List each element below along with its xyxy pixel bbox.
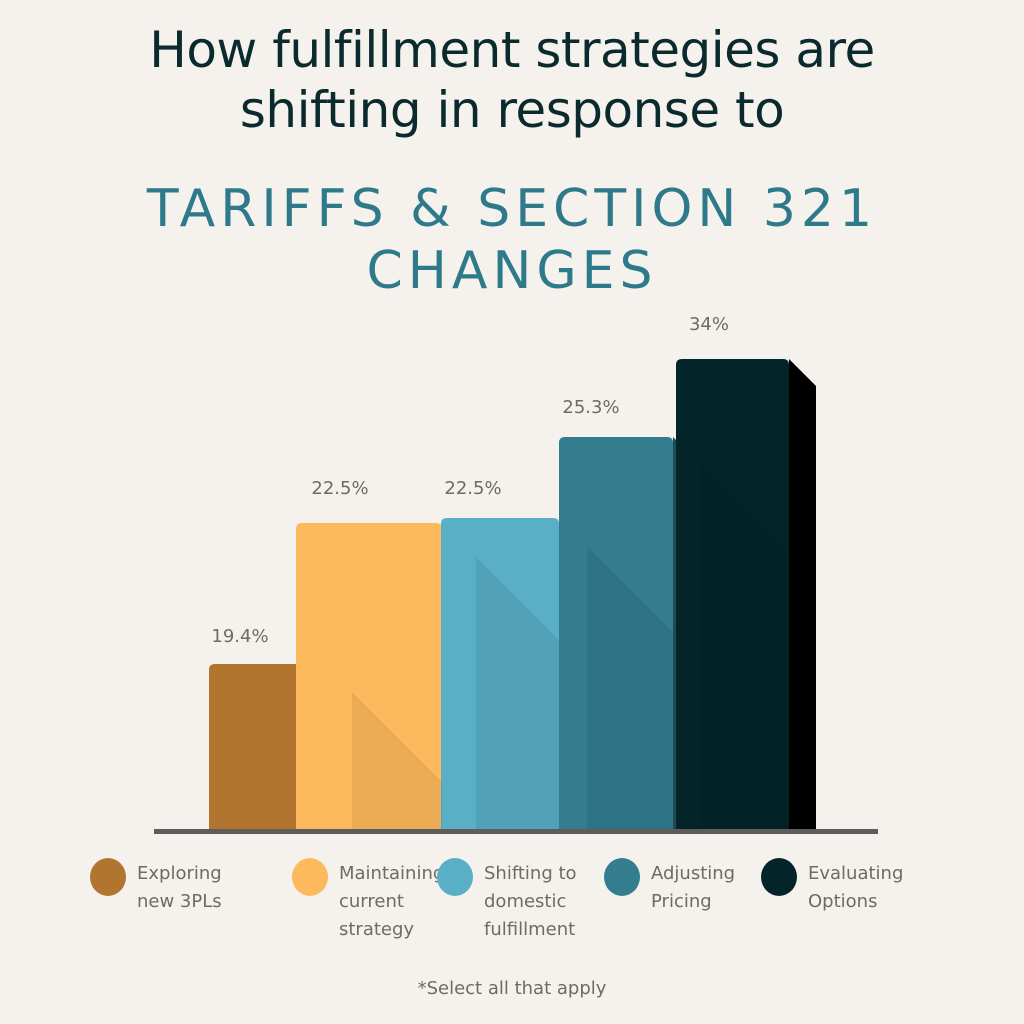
bar-side-face <box>789 359 816 829</box>
bar-shadow <box>587 546 673 829</box>
bar-layer <box>209 359 816 829</box>
legend-label: Exploring new 3PLs <box>137 863 222 912</box>
value-label: 34% <box>689 314 729 335</box>
legend-swatch-icon <box>604 858 640 896</box>
legend-item: Shifting to domestic fulfillment <box>437 858 604 944</box>
chart-title: How fulfillment strategies are shifting … <box>0 20 1024 140</box>
legend-item: Adjusting Pricing <box>604 858 761 944</box>
value-label: 25.3% <box>562 397 619 418</box>
legend-label: Maintaining current strategy <box>339 863 445 940</box>
value-label: 22.5% <box>311 478 368 499</box>
footnote: *Select all that apply <box>417 978 607 999</box>
bar-front-face <box>296 523 442 829</box>
shadow-layer <box>352 464 789 829</box>
bar-front-face <box>559 437 673 829</box>
title-line-2: shifting in response to <box>239 81 785 139</box>
legend-swatch-icon <box>437 858 473 896</box>
chart-subtitle: TARIFFS & SECTION 321 CHANGES <box>0 178 1024 302</box>
legend-swatch-icon <box>292 858 328 896</box>
legend-label: Shifting to domestic fulfillment <box>484 863 577 940</box>
legend-item: Evaluating Options <box>761 858 911 944</box>
legend-swatch-icon <box>90 858 126 896</box>
bar-4 <box>676 359 816 829</box>
chart-legend: Exploring new 3PLs Maintaining current st… <box>90 858 911 944</box>
legend-label: Evaluating Options <box>808 863 904 912</box>
legend-item: Exploring new 3PLs <box>90 858 292 944</box>
bar-front-face <box>441 518 559 829</box>
value-label: 22.5% <box>444 478 501 499</box>
legend-label: Adjusting Pricing <box>651 863 736 912</box>
x-axis-baseline <box>154 829 878 834</box>
bar-shadow <box>476 557 559 829</box>
legend-item: Maintaining current strategy <box>292 858 444 944</box>
subtitle-line-2: CHANGES <box>366 241 658 301</box>
bar-front-face <box>676 359 789 829</box>
title-line-1: How fulfillment strategies are <box>149 21 875 79</box>
bar-shadow <box>352 692 442 829</box>
subtitle-line-1: TARIFFS & SECTION 321 <box>146 179 878 239</box>
legend-swatch-icon <box>761 858 797 896</box>
bar-shadow <box>700 464 789 829</box>
value-label: 19.4% <box>211 626 268 647</box>
bar-front-face <box>209 664 324 829</box>
